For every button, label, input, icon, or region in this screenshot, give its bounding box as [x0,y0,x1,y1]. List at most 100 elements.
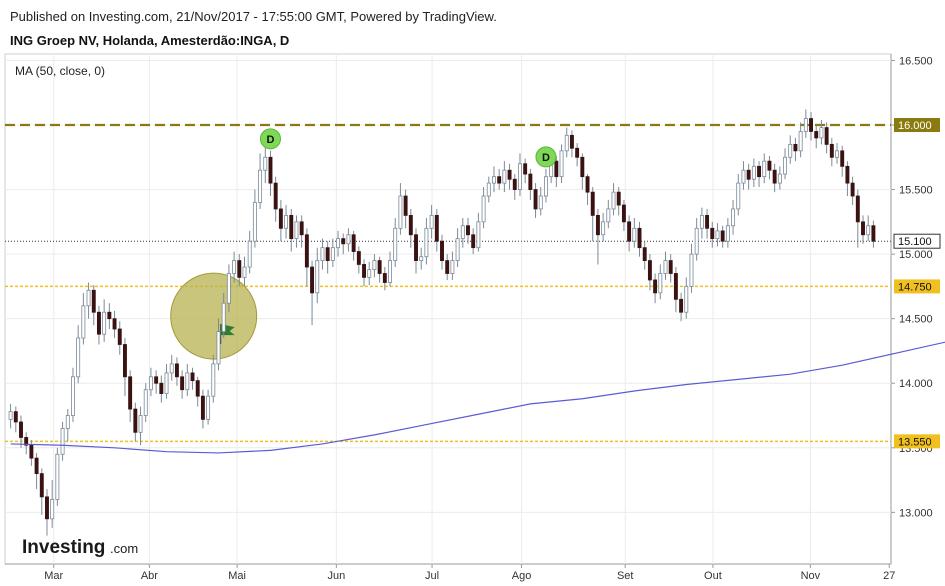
candle-body [538,195,543,210]
candle-body [824,127,829,145]
candle-body [315,260,320,294]
candle-body [310,266,315,294]
candle-body [861,221,865,236]
candle-body [835,150,839,158]
candle-body [528,173,533,190]
candle-body [216,331,221,365]
candle-body [668,260,673,274]
time-tick-label: Set [617,570,634,582]
candle-body [476,221,481,249]
level-price-label: 16.000 [898,120,932,132]
candle-body [268,156,273,184]
candle-body [699,214,704,229]
candle-body [19,421,23,438]
logo-main: Investing [22,537,105,558]
candle-body [783,156,788,175]
candle-body [829,143,834,158]
candle-body [289,214,294,240]
candle-body [518,163,522,190]
candle-body [840,150,845,167]
candle-body [341,238,346,245]
candle-body [8,411,13,420]
candle-body [34,457,39,475]
earnings-marker [535,146,557,168]
candle-body [330,247,335,261]
candle-body [143,389,148,416]
candle-body [372,260,377,271]
candle-body [117,328,122,345]
candle-body [206,395,211,420]
candle-body [304,234,309,268]
level-price-label: 13.550 [898,436,932,448]
candle-body [237,260,242,278]
candle-body [200,395,205,420]
candle-body [492,176,496,184]
candle-body [710,227,715,240]
time-axis: Mar Abr Mai Jun Jul Ago Set Out Nov 27 [44,564,895,582]
candle-body [673,273,678,300]
candle-body [429,214,434,229]
candle-body [154,376,159,384]
candle-body [388,260,392,283]
candle-body [180,376,185,391]
candle-body [809,118,813,132]
level-price-tag [893,233,941,249]
candle-body [523,163,528,175]
candle-body [128,376,133,410]
candle-body [569,134,574,149]
candle-body [419,256,424,261]
candle-body [585,176,590,193]
candle-body [138,415,143,433]
candle-body [159,382,164,394]
candle-body [133,408,138,433]
candle-body [445,260,450,274]
candle-body [377,260,382,274]
candle-body [663,260,668,274]
candle-body [798,131,803,152]
candle-body [845,165,850,184]
candle-body [174,363,179,378]
candle-body [393,227,398,261]
candle-body [653,279,658,294]
earnings-marker [259,128,281,150]
candle-body [850,182,855,197]
price-tick-label: 14.000 [899,378,933,390]
candle-body [169,363,174,374]
candle-body [679,298,684,313]
candle-body [715,230,720,240]
time-tick-label: Ago [512,570,532,582]
candle-body [705,214,710,229]
plot-border [4,53,892,565]
candle-body [91,289,96,313]
candle-body [164,372,169,394]
candle-body [382,273,387,283]
symbol-title: ING Groep NV, Holanda, Amesterdão:INGA, … [10,33,290,48]
candle-body [502,169,507,184]
candle-body [871,225,876,242]
candle-body [689,253,694,287]
candle-body [757,165,762,178]
grid-lines [5,54,891,564]
earnings-marker-label: D [267,134,275,146]
candle-body [772,169,777,184]
candle-body [50,499,55,520]
candle-body [741,169,746,184]
candle-body [273,182,278,210]
candle-body [751,165,756,180]
candle-body [642,247,647,261]
price-tick-label: 15.000 [899,249,933,261]
publish-info: Published on Investing.com, 21/Nov/2017 … [10,9,497,24]
candle-body [803,118,808,132]
candle-body [533,189,538,210]
candle-body [76,337,81,378]
candle-body [788,143,793,158]
candle-body [424,227,429,258]
candle-body [595,214,600,236]
candle-body [455,238,460,261]
horizontal-levels: 16.000 15.100 14.750 13.550 [5,118,941,449]
candle-body [512,178,517,190]
candle-body [767,160,772,171]
price-tick-label: 16.500 [899,55,933,67]
candle-body [564,134,569,152]
